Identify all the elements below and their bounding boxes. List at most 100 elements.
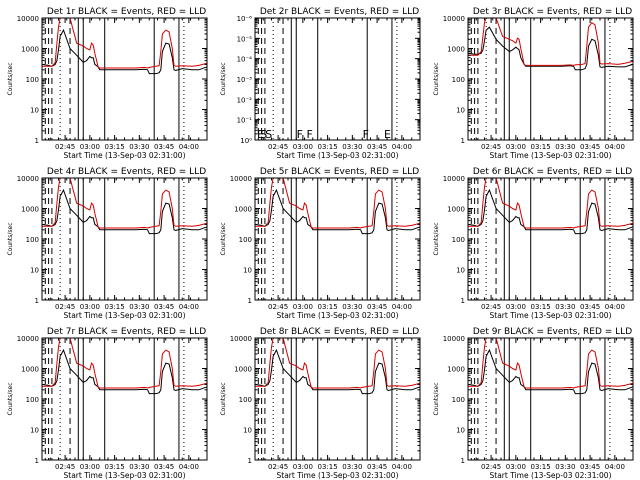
- y-tick-label: 10000: [443, 335, 465, 343]
- x-tick-label: 02:45: [268, 463, 288, 471]
- y-tick-label: 10000: [230, 335, 252, 343]
- x-tick-label: 03:00: [80, 463, 100, 471]
- series-lld-line: [255, 178, 420, 229]
- y-tick-label: 1: [461, 297, 465, 305]
- x-axis-label: Start Time (13-Sep-03 02:31:00): [64, 311, 186, 320]
- y-tick-label: 10000: [443, 15, 465, 23]
- x-tick-label: 03:15: [318, 463, 338, 471]
- x-tick-label: 03:30: [342, 303, 362, 311]
- x-tick-label: 03:00: [506, 143, 526, 151]
- plot-frame: [467, 337, 634, 461]
- x-tick-label: 04:00: [179, 303, 199, 311]
- plot-frame: [467, 177, 634, 301]
- panel-det-9: Det 9r BLACK = Events, RED = LLD 1 10 100 10…: [433, 327, 634, 480]
- y-tick-label: 10⁻⁵: [237, 35, 253, 43]
- series-events-line: [468, 188, 633, 235]
- x-tick-label: 03:15: [105, 463, 125, 471]
- x-tick-label: 04:00: [392, 143, 412, 151]
- y-tick-label: 10000: [17, 15, 39, 23]
- x-tick-label: 03:00: [80, 143, 100, 151]
- y-tick-label: 1: [35, 457, 39, 465]
- y-tick-label: 10000: [443, 175, 465, 183]
- x-tick-label: 02:45: [481, 303, 501, 311]
- series-lld-line: [255, 338, 420, 389]
- y-tick-label: 10⁻³: [237, 76, 253, 84]
- flag-label: S: [260, 128, 267, 141]
- plot-frame: [254, 17, 421, 141]
- x-axis-label: Start Time (13-Sep-03 02:31:00): [490, 151, 612, 160]
- x-tick-label: 03:45: [580, 143, 600, 151]
- y-tick-label: 1000: [21, 366, 39, 374]
- panel-det-3: Det 3r BLACK = Events, RED = LLD 1 10 100 10…: [433, 7, 634, 160]
- x-tick-label: 03:45: [580, 303, 600, 311]
- x-axis-label: Start Time (13-Sep-03 02:31:00): [64, 151, 186, 160]
- y-tick-label: 1000: [447, 206, 465, 214]
- y-tick-label: 1000: [21, 46, 39, 54]
- x-tick-label: 03:00: [506, 463, 526, 471]
- y-tick-label: 1: [35, 137, 39, 145]
- y-tick-label: 100: [239, 396, 252, 404]
- y-tick-label: 1000: [234, 366, 252, 374]
- x-tick-label: 03:45: [580, 463, 600, 471]
- x-tick-label: 03:30: [342, 463, 362, 471]
- y-tick-label: 10000: [17, 175, 39, 183]
- series-events-line: [42, 348, 207, 395]
- y-tick-label: 10: [243, 267, 252, 275]
- x-tick-label: 02:45: [481, 143, 501, 151]
- y-tick-label: 1000: [447, 46, 465, 54]
- panel-det-7: Det 7r BLACK = Events, RED = LLD 1 10 100 10…: [7, 327, 208, 480]
- y-tick-label: 10000: [230, 175, 252, 183]
- x-tick-label: 03:15: [105, 303, 125, 311]
- y-axis-label: Counts/sec: [220, 382, 227, 415]
- panel-det-6: Det 6r BLACK = Events, RED = LLD 1 10 100 10…: [433, 167, 634, 320]
- x-tick-label: 03:15: [531, 463, 551, 471]
- x-axis-label: Start Time (13-Sep-03 02:31:00): [490, 471, 612, 480]
- x-axis-label: Start Time (13-Sep-03 02:31:00): [277, 151, 399, 160]
- panel-det-5: Det 5r BLACK = Events, RED = LLD 1 10 100 10…: [220, 167, 421, 320]
- x-tick-label: 03:15: [318, 143, 338, 151]
- y-tick-label: 10⁻²: [237, 96, 253, 104]
- x-tick-label: 03:45: [367, 303, 387, 311]
- y-axis-label: Counts/sec: [433, 62, 440, 95]
- x-tick-label: 03:45: [154, 463, 174, 471]
- plot-frame: [41, 177, 208, 301]
- x-tick-label: 03:00: [293, 463, 313, 471]
- y-axis-label: Counts/sec: [7, 382, 14, 415]
- y-tick-label: 100: [26, 236, 39, 244]
- x-tick-label: 03:30: [555, 143, 575, 151]
- panel-det-8: Det 8r BLACK = Events, RED = LLD 1 10 100 10…: [220, 327, 421, 480]
- x-tick-label: 03:15: [531, 303, 551, 311]
- y-tick-label: 100: [452, 76, 465, 84]
- panel-title: Det 7r BLACK = Events, RED = LLD: [47, 327, 206, 337]
- x-axis-label: Start Time (13-Sep-03 02:31:00): [490, 311, 612, 320]
- panel-title: Det 1r BLACK = Events, RED = LLD: [47, 7, 206, 17]
- x-tick-label: 03:45: [367, 463, 387, 471]
- y-tick-label: 10⁻¹: [237, 117, 253, 125]
- series-lld-line: [42, 178, 207, 229]
- series-lld-line: [468, 18, 633, 66]
- y-tick-label: 10: [30, 427, 39, 435]
- x-axis-label: Start Time (13-Sep-03 02:31:00): [277, 471, 399, 480]
- x-tick-label: 02:45: [55, 143, 75, 151]
- series-lld-line: [42, 18, 207, 69]
- y-tick-label: 1: [248, 297, 252, 305]
- y-tick-label: 100: [452, 236, 465, 244]
- flag-label: F: [307, 128, 313, 141]
- x-tick-label: 02:45: [55, 463, 75, 471]
- series-lld-line: [468, 178, 633, 229]
- panel-title: Det 5r BLACK = Events, RED = LLD: [260, 167, 419, 177]
- series-events-line: [255, 348, 420, 395]
- series-events-line: [42, 188, 207, 235]
- x-axis-label: Start Time (13-Sep-03 02:31:00): [64, 471, 186, 480]
- x-tick-label: 02:45: [481, 463, 501, 471]
- x-tick-label: 03:00: [80, 303, 100, 311]
- y-tick-label: 10: [30, 267, 39, 275]
- y-tick-label: 100: [452, 396, 465, 404]
- x-axis-label: Start Time (13-Sep-03 02:31:00): [277, 311, 399, 320]
- y-tick-label: 10000: [17, 335, 39, 343]
- y-tick-label: 10⁻⁶: [237, 15, 253, 23]
- panel-title: Det 9r BLACK = Events, RED = LLD: [473, 327, 632, 337]
- x-tick-label: 03:15: [105, 143, 125, 151]
- x-tick-label: 04:00: [179, 463, 199, 471]
